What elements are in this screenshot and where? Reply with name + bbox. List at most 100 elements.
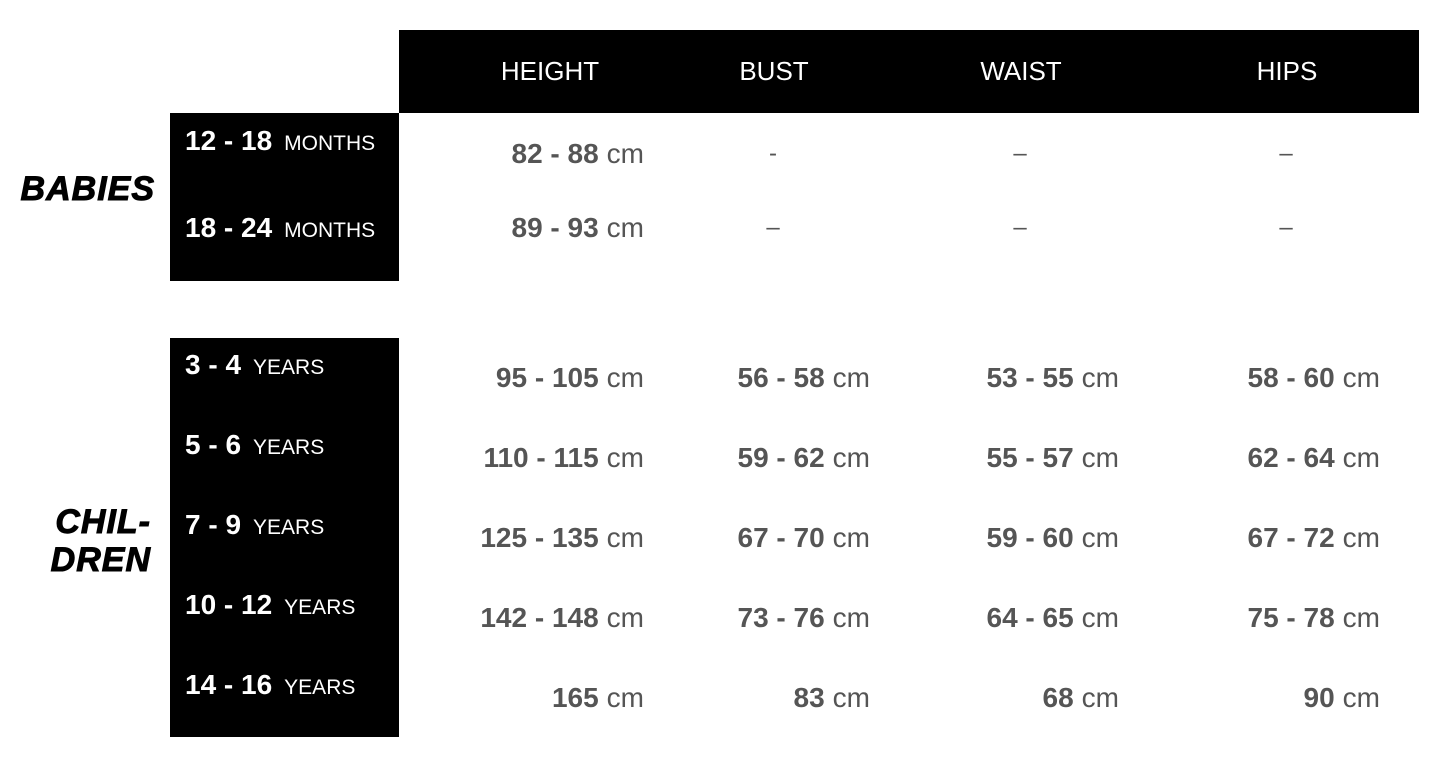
cell-value: 142 - 148 <box>480 602 599 633</box>
cell-unit: cm <box>1081 682 1119 713</box>
cell-value: 56 - 58 <box>737 362 825 393</box>
cell-unit: cm <box>832 602 870 633</box>
age-label: 7 - 9 YEARS <box>185 511 324 539</box>
cell-empty: – <box>1013 214 1027 241</box>
cell-unit: cm <box>1342 682 1380 713</box>
age-unit: YEARS <box>253 436 325 459</box>
cell-unit: cm <box>1342 602 1380 633</box>
cell: 75 - 78 cm <box>1248 604 1381 632</box>
column-header: HIPS <box>1256 56 1318 86</box>
age-label: 14 - 16 YEARS <box>185 671 355 699</box>
age-unit: YEARS <box>284 596 356 619</box>
children-box <box>170 338 399 737</box>
age-range: 5 - 6 <box>185 429 242 460</box>
cell: 56 - 58 cm <box>738 364 871 392</box>
cell: 82 - 88 cm <box>512 140 645 168</box>
cell-empty: - <box>769 140 777 167</box>
cell-unit: cm <box>832 362 870 393</box>
cell-unit: cm <box>606 138 644 169</box>
group-label-line: DREN <box>50 541 151 580</box>
age-unit: YEARS <box>253 356 325 379</box>
cell-unit: cm <box>1081 602 1119 633</box>
cell-unit: cm <box>832 522 870 553</box>
column-header: BUST <box>739 56 809 86</box>
cell: 64 - 65 cm <box>987 604 1120 632</box>
cell-unit: cm <box>606 602 644 633</box>
cell: 125 - 135 cm <box>480 524 644 552</box>
cell-value: 58 - 60 <box>1247 362 1335 393</box>
age-label: 3 - 4 YEARS <box>185 351 324 379</box>
age-unit: MONTHS <box>284 132 376 155</box>
cell-unit: cm <box>606 362 644 393</box>
cell-unit: cm <box>1081 442 1119 473</box>
cell-value: 165 <box>551 682 599 713</box>
cell: 67 - 72 cm <box>1248 524 1381 552</box>
cell-unit: cm <box>606 442 644 473</box>
age-range: 7 - 9 <box>185 509 242 540</box>
cell: 83 cm <box>794 684 870 712</box>
cell-empty: – <box>766 214 780 241</box>
cell-value: 110 - 115 <box>483 442 599 473</box>
cell-unit: cm <box>1081 362 1119 393</box>
cell: 53 - 55 cm <box>987 364 1120 392</box>
age-label: 18 - 24 MONTHS <box>185 214 375 242</box>
cell: 59 - 60 cm <box>987 524 1120 552</box>
cell-value: 82 - 88 <box>511 138 599 169</box>
cell: 95 - 105 cm <box>496 364 644 392</box>
group-label-line: CHIL- <box>55 503 151 542</box>
age-label: 10 - 12 YEARS <box>185 591 355 619</box>
cell-unit: cm <box>606 522 644 553</box>
column-header: WAIST <box>980 56 1062 86</box>
column-header: HEIGHT <box>500 56 600 86</box>
cell: 73 - 76 cm <box>738 604 871 632</box>
cell: 59 - 62 cm <box>738 444 871 472</box>
cell-value: 62 - 64 <box>1247 442 1335 473</box>
cell-value: 89 - 93 <box>511 212 599 243</box>
cell-empty: – <box>1279 214 1293 241</box>
cell-value: 59 - 60 <box>986 522 1074 553</box>
cell-unit: cm <box>606 682 644 713</box>
cell-unit: cm <box>1342 442 1380 473</box>
age-unit: YEARS <box>253 516 325 539</box>
age-unit: MONTHS <box>284 219 376 242</box>
babies-box <box>170 113 399 281</box>
cell-value: 75 - 78 <box>1247 602 1335 633</box>
age-range: 10 - 12 <box>185 589 273 620</box>
age-label: 5 - 6 YEARS <box>185 431 324 459</box>
age-range: 14 - 16 <box>185 669 273 700</box>
header-bar <box>399 30 1419 113</box>
cell: 58 - 60 cm <box>1248 364 1381 392</box>
cell: 67 - 70 cm <box>738 524 871 552</box>
cell: 62 - 64 cm <box>1248 444 1381 472</box>
cell-value: 67 - 70 <box>737 522 825 553</box>
cell-value: 125 - 135 <box>480 522 599 553</box>
cell-value: 73 - 76 <box>737 602 825 633</box>
cell-empty: – <box>1013 140 1027 167</box>
cell: 68 cm <box>1043 684 1119 712</box>
cell: 142 - 148 cm <box>480 604 644 632</box>
cell-value: 55 - 57 <box>986 442 1074 473</box>
group-label-line: BABIES <box>20 170 155 209</box>
cell-value: 67 - 72 <box>1247 522 1335 553</box>
cell-value: 95 - 105 <box>495 362 599 393</box>
cell-value: 68 <box>1042 682 1074 713</box>
age-label: 12 - 18 MONTHS <box>185 127 375 155</box>
cell-unit: cm <box>832 442 870 473</box>
age-range: 18 - 24 <box>185 212 273 243</box>
cell: 55 - 57 cm <box>987 444 1120 472</box>
cell-unit: cm <box>1342 362 1380 393</box>
group-label: CHIL- DREN <box>50 503 151 580</box>
cell-unit: cm <box>606 212 644 243</box>
cell-value: 59 - 62 <box>737 442 825 473</box>
cell-unit: cm <box>832 682 870 713</box>
cell-value: 53 - 55 <box>986 362 1074 393</box>
cell-empty: – <box>1279 140 1293 167</box>
cell-value: 83 <box>793 682 825 713</box>
cell: 165 cm <box>552 684 644 712</box>
cell-unit: cm <box>1081 522 1119 553</box>
cell-unit: cm <box>1342 522 1380 553</box>
cell-value: 64 - 65 <box>986 602 1074 633</box>
age-range: 3 - 4 <box>185 349 242 380</box>
cell: 90 cm <box>1304 684 1380 712</box>
